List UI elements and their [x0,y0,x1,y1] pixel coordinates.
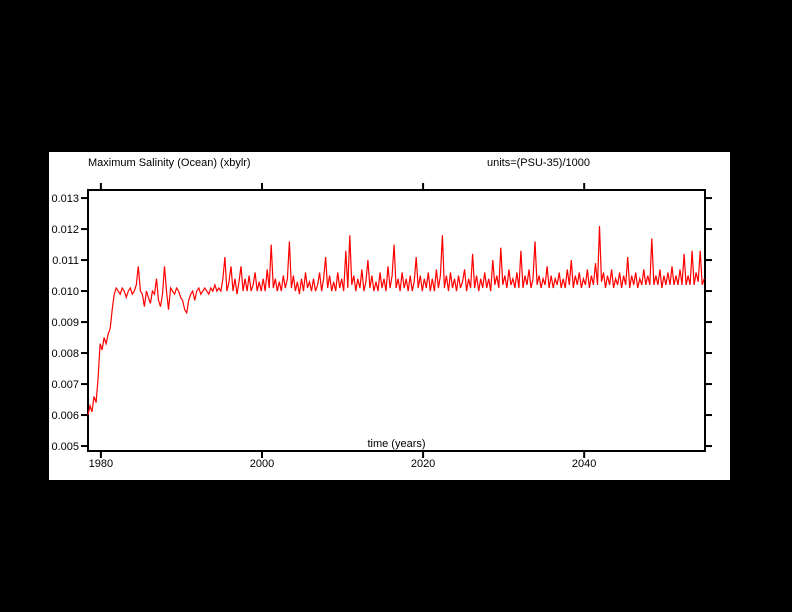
figure-canvas: Maximum Salinity (Ocean) (xbylr) units=(… [49,152,730,480]
chart-title: Maximum Salinity (Ocean) (xbylr) [88,157,251,169]
chart-units-label: units=(PSU-35)/1000 [486,157,590,169]
